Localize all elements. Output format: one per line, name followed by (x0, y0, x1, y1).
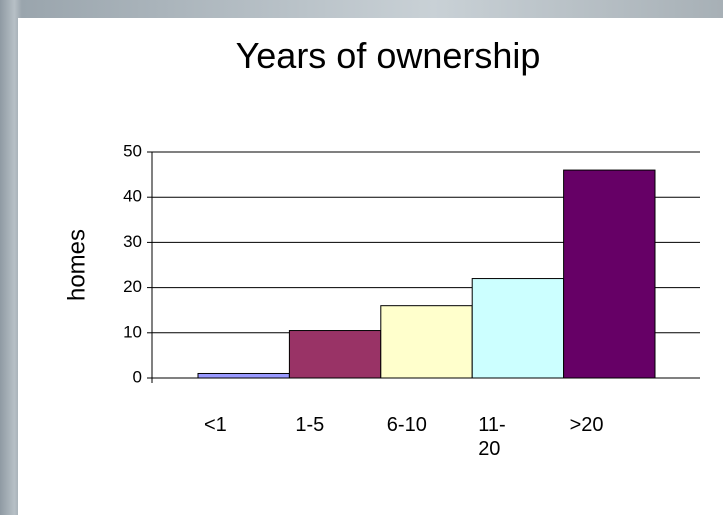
y-tick-label: 10 (123, 322, 142, 341)
bar (471, 278, 565, 379)
x-tick-label: 1-5 (295, 414, 325, 436)
y-axis-label: homes (63, 229, 90, 301)
bar (288, 330, 382, 379)
chart-title: Years of ownership (236, 35, 541, 76)
y-tick-label: 20 (123, 277, 142, 296)
y-tick-label: 50 (123, 141, 142, 160)
x-tick-label: 11-20 (478, 414, 506, 460)
bar (563, 169, 656, 379)
bar (380, 305, 473, 379)
y-tick-label: 0 (133, 367, 142, 386)
y-tick-label: 40 (123, 187, 142, 206)
y-tick-label: 30 (123, 232, 142, 251)
x-tick-label: <1 (204, 414, 227, 436)
x-tick-label: >20 (569, 414, 604, 436)
x-tick-label: 6-10 (386, 414, 427, 436)
bar (197, 372, 290, 379)
